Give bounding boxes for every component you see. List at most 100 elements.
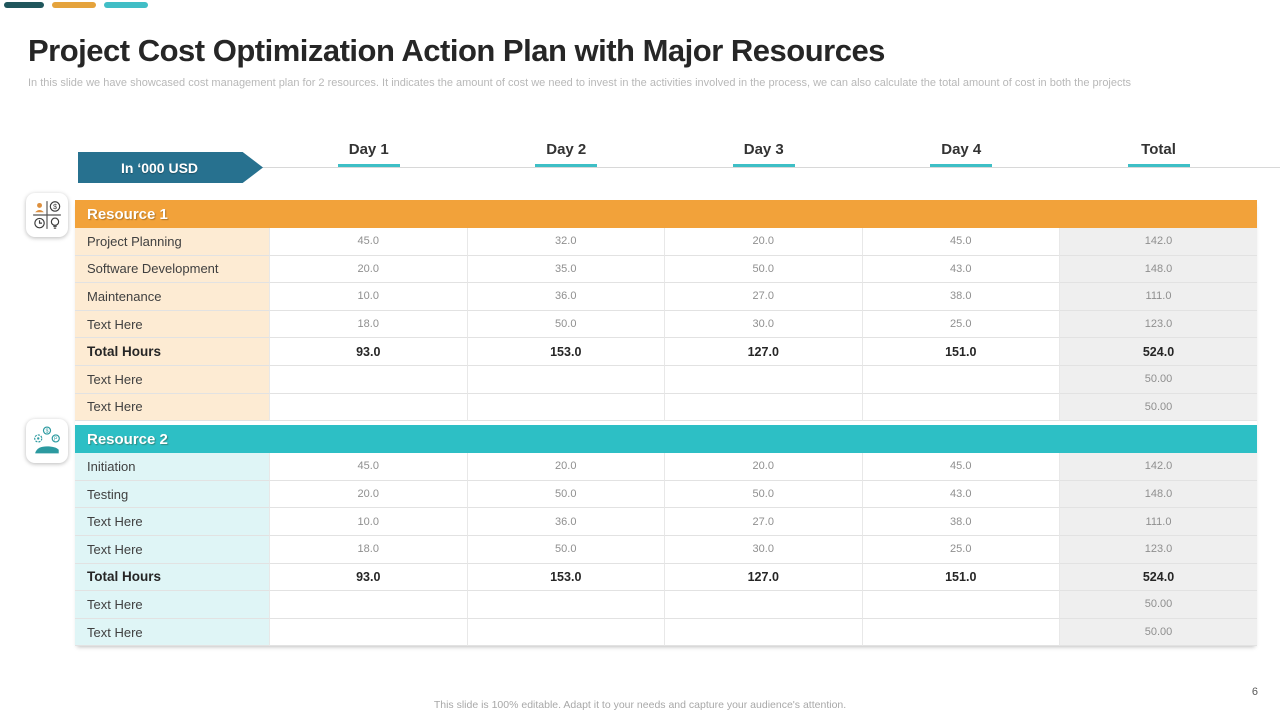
page-number: 6 bbox=[1251, 686, 1258, 698]
day4-value-cell: 25.0 bbox=[862, 535, 1060, 564]
day4-value-cell: 38.0 bbox=[862, 508, 1060, 536]
table-row: Text Here 18.0 50.0 30.0 25.0 123.0 bbox=[75, 535, 1257, 564]
svg-text:$: $ bbox=[53, 204, 57, 211]
day3-value-cell: 27.0 bbox=[665, 283, 863, 311]
row-label: Initiation bbox=[75, 453, 270, 481]
column-header-day2: Day 2 bbox=[468, 141, 666, 167]
row-label: Project Planning bbox=[75, 228, 270, 256]
day2-value-cell: 36.0 bbox=[467, 283, 665, 311]
day3-value-cell: 30.0 bbox=[665, 310, 863, 339]
column-header-day3: Day 3 bbox=[665, 141, 863, 167]
resource-header: Resource 1 bbox=[75, 200, 1257, 228]
total-value-cell: 123.0 bbox=[1060, 310, 1257, 339]
accent-bar-light-teal bbox=[104, 2, 148, 8]
day1-value-cell bbox=[270, 365, 468, 394]
day3-value-cell: 20.0 bbox=[665, 228, 863, 256]
table-column-headers: Day 1 Day 2 Day 3 Day 4 Total bbox=[75, 141, 1257, 167]
table-row: Text Here 50.00 bbox=[75, 618, 1257, 647]
table-row: Software Development 20.0 35.0 50.0 43.0 148.… bbox=[75, 255, 1257, 284]
total-value-cell: 50.00 bbox=[1060, 365, 1257, 394]
row-label: Text Here bbox=[75, 365, 270, 394]
day1-value-cell bbox=[270, 591, 468, 619]
day1-value-cell: 45.0 bbox=[270, 453, 468, 481]
day2-value-cell bbox=[467, 365, 665, 394]
day3-value-cell bbox=[665, 365, 863, 394]
row-label: Total Hours bbox=[75, 563, 270, 592]
resource2-icon-card: $ P bbox=[26, 419, 68, 463]
row-label: Text Here bbox=[75, 618, 270, 647]
table-row: Text Here 10.0 36.0 27.0 38.0 111.0 bbox=[75, 508, 1257, 536]
table-row: Text Here 50.00 bbox=[75, 365, 1257, 394]
day2-value-cell: 50.0 bbox=[467, 310, 665, 339]
day4-value-cell: 25.0 bbox=[862, 310, 1060, 339]
table-row: Text Here 18.0 50.0 30.0 25.0 123.0 bbox=[75, 310, 1257, 339]
header-underline bbox=[1127, 164, 1190, 167]
day2-value-cell: 153.0 bbox=[467, 338, 665, 366]
total-value-cell: 148.0 bbox=[1060, 255, 1257, 284]
footer-note: This slide is 100% editable. Adapt it to… bbox=[433, 699, 847, 711]
resource1-icon-card: $ bbox=[26, 193, 68, 237]
day2-value-cell: 50.0 bbox=[467, 535, 665, 564]
table-row: Initiation 45.0 20.0 20.0 45.0 142.0 bbox=[75, 453, 1257, 481]
day2-value-cell: 20.0 bbox=[467, 453, 665, 481]
total-value-cell: 50.00 bbox=[1060, 591, 1257, 619]
day3-value-cell: 127.0 bbox=[665, 563, 863, 592]
day4-value-cell: 43.0 bbox=[862, 480, 1060, 509]
total-value-cell: 148.0 bbox=[1060, 480, 1257, 509]
day4-value-cell: 151.0 bbox=[862, 338, 1060, 366]
cost-table: Resource 1 Project Planning 45.0 32.0 20.0 45… bbox=[75, 200, 1257, 647]
day4-value-cell bbox=[862, 365, 1060, 394]
day2-value-cell: 153.0 bbox=[467, 563, 665, 592]
slide-subtitle: In this slide we have showcased cost man… bbox=[28, 77, 1132, 89]
row-label: Maintenance bbox=[75, 283, 270, 311]
total-value-cell: 111.0 bbox=[1060, 508, 1257, 536]
total-value-cell: 524.0 bbox=[1060, 338, 1257, 366]
column-header-day1: Day 1 bbox=[270, 141, 468, 167]
resource-block-2: Resource 2 Initiation 45.0 20.0 20.0 45.0 142.… bbox=[75, 425, 1257, 647]
day1-value-cell: 93.0 bbox=[270, 563, 468, 592]
total-value-cell: 50.00 bbox=[1060, 618, 1257, 647]
unit-banner: In ‘000 USD bbox=[78, 152, 263, 183]
day2-value-cell bbox=[467, 618, 665, 647]
table-row: Project Planning 45.0 32.0 20.0 45.0 142.0 bbox=[75, 228, 1257, 256]
day3-value-cell: 30.0 bbox=[665, 535, 863, 564]
header-underline bbox=[337, 164, 400, 167]
day1-value-cell: 18.0 bbox=[270, 535, 468, 564]
day1-value-cell: 93.0 bbox=[270, 338, 468, 366]
day3-value-cell: 50.0 bbox=[665, 255, 863, 284]
header-divider-line bbox=[78, 167, 1280, 168]
row-label: Text Here bbox=[75, 310, 270, 339]
day1-value-cell bbox=[270, 393, 468, 422]
day1-value-cell: 10.0 bbox=[270, 283, 468, 311]
column-header-day4: Day 4 bbox=[863, 141, 1061, 167]
day4-value-cell: 38.0 bbox=[862, 283, 1060, 311]
column-header-total: Total bbox=[1060, 141, 1257, 167]
total-value-cell: 142.0 bbox=[1060, 453, 1257, 481]
day1-value-cell: 10.0 bbox=[270, 508, 468, 536]
day1-value-cell: 45.0 bbox=[270, 228, 468, 256]
day4-value-cell bbox=[862, 618, 1060, 647]
day4-value-cell: 43.0 bbox=[862, 255, 1060, 284]
day3-value-cell bbox=[665, 591, 863, 619]
row-label: Text Here bbox=[75, 508, 270, 536]
table-row: Text Here 50.00 bbox=[75, 393, 1257, 422]
day4-value-cell bbox=[862, 591, 1060, 619]
total-value-cell: 524.0 bbox=[1060, 563, 1257, 592]
total-value-cell: 142.0 bbox=[1060, 228, 1257, 256]
total-value-cell: 50.00 bbox=[1060, 393, 1257, 422]
table-row: Text Here 50.00 bbox=[75, 591, 1257, 619]
day4-value-cell bbox=[862, 393, 1060, 422]
day2-value-cell: 32.0 bbox=[467, 228, 665, 256]
day2-value-cell: 35.0 bbox=[467, 255, 665, 284]
accent-bar-dark-teal bbox=[4, 2, 44, 8]
day4-value-cell: 45.0 bbox=[862, 453, 1060, 481]
total-value-cell: 123.0 bbox=[1060, 535, 1257, 564]
accent-bar-orange bbox=[52, 2, 96, 8]
resource-block-1: Resource 1 Project Planning 45.0 32.0 20.0 45… bbox=[75, 200, 1257, 422]
day1-value-cell bbox=[270, 618, 468, 647]
day4-value-cell: 151.0 bbox=[862, 563, 1060, 592]
table-row: Total Hours 93.0 153.0 127.0 151.0 524.0 bbox=[75, 338, 1257, 366]
total-value-cell: 111.0 bbox=[1060, 283, 1257, 311]
day3-value-cell: 20.0 bbox=[665, 453, 863, 481]
